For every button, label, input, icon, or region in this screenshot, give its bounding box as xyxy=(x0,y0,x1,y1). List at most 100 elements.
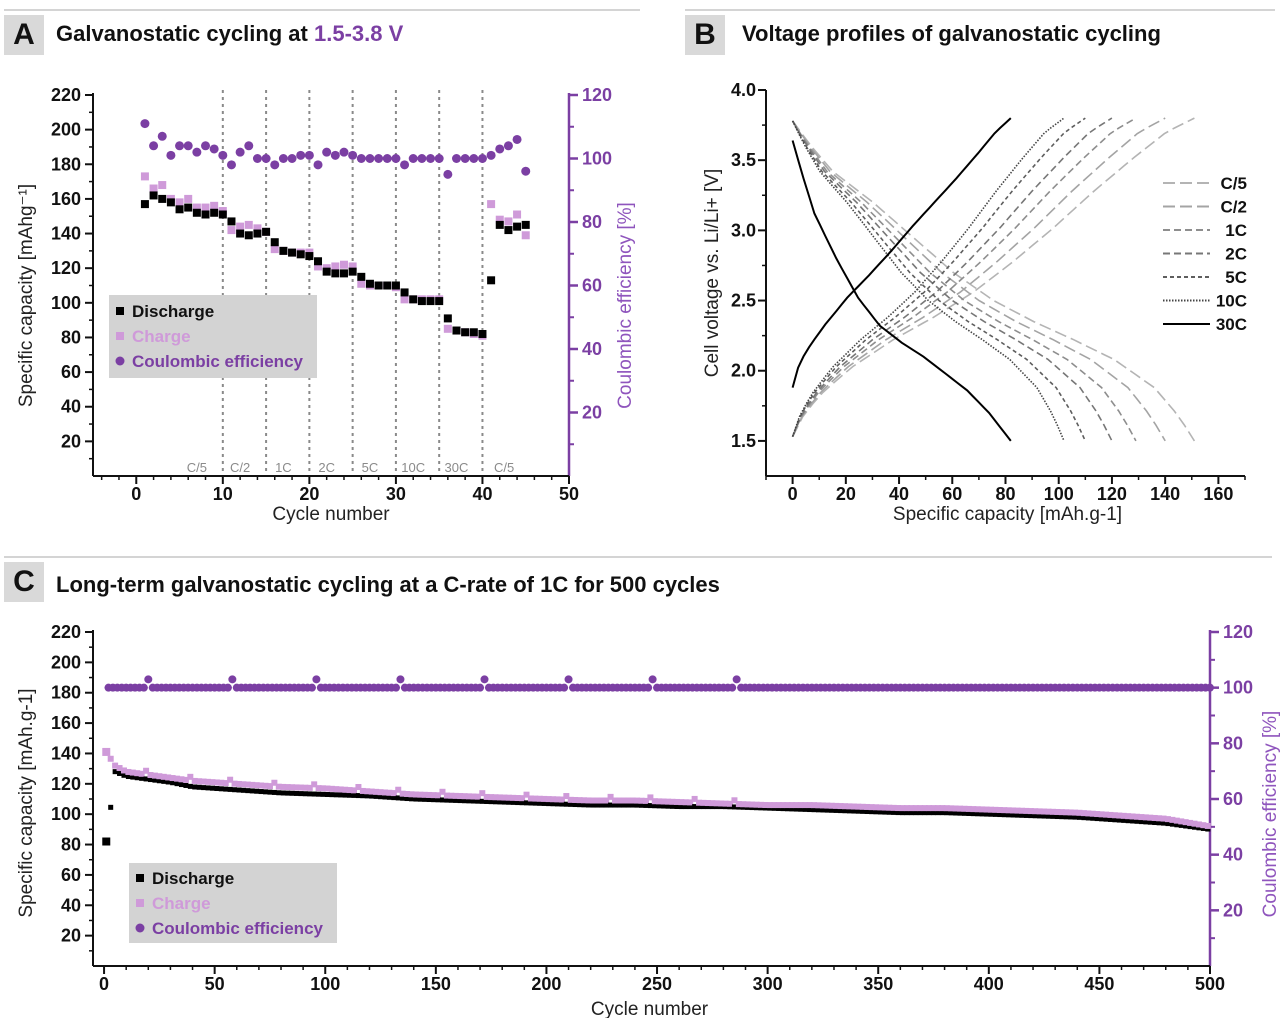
c-discharge-point xyxy=(546,801,552,807)
c-charge-point xyxy=(1049,808,1056,815)
c-charge-point xyxy=(160,773,167,780)
a-charge-point xyxy=(504,217,513,226)
c-charge-point xyxy=(1072,809,1079,816)
c-discharge-point xyxy=(125,774,131,780)
a-discharge-point xyxy=(461,328,470,337)
a-discharge-point xyxy=(452,326,461,335)
a-discharge-point xyxy=(417,297,426,306)
c-charge-point xyxy=(589,797,596,804)
c-charge-point xyxy=(324,785,331,792)
c-charge-point xyxy=(364,788,371,795)
c-discharge-point xyxy=(214,786,220,792)
a-discharge-point xyxy=(166,198,175,207)
c-charge-point xyxy=(151,772,158,779)
c-charge-point xyxy=(328,785,335,792)
c-charge-point xyxy=(952,805,959,812)
c-discharge-point xyxy=(683,804,689,810)
c-discharge-point xyxy=(1006,812,1012,818)
c-discharge-point xyxy=(218,786,224,792)
c-coulombic-point xyxy=(480,675,489,684)
c-discharge-point xyxy=(838,808,844,814)
c-charge-point xyxy=(572,796,579,803)
a-coulombic-point xyxy=(434,154,444,163)
c-discharge-point xyxy=(351,792,357,798)
a-charge-point xyxy=(270,245,279,254)
c-discharge-point xyxy=(395,795,401,801)
c-charge-point xyxy=(156,773,163,780)
c-discharge-point xyxy=(271,789,277,795)
c-x-tick-label: 400 xyxy=(974,974,1004,994)
c-charge-point xyxy=(943,805,950,812)
c-charge-point xyxy=(939,805,946,812)
c-discharge-point xyxy=(466,798,472,804)
c-discharge-point xyxy=(1063,814,1069,820)
c-charge-point xyxy=(811,802,818,809)
panel-b-title: Voltage profiles of galvanostatic cyclin… xyxy=(742,21,1161,46)
c-discharge-point xyxy=(519,800,525,806)
a-discharge-point xyxy=(140,200,149,209)
c-discharge-point xyxy=(316,791,322,797)
c-charge-point xyxy=(806,802,813,809)
c-discharge-point xyxy=(639,802,645,808)
a-charge-point xyxy=(487,200,496,209)
c-charge-point xyxy=(501,794,508,801)
c-charge-point xyxy=(457,793,464,800)
c-charge-point xyxy=(302,784,309,791)
c-charge-point xyxy=(594,797,601,804)
c-discharge-point xyxy=(829,807,835,813)
c-charge-point xyxy=(735,801,742,808)
c-discharge-point xyxy=(431,797,437,803)
a-y-tick-label: 160 xyxy=(51,189,81,209)
c-charge-point xyxy=(412,791,419,798)
a-discharge-point xyxy=(400,288,409,297)
c-discharge-point xyxy=(625,802,631,808)
c-discharge-point xyxy=(771,805,777,811)
b-curve-charge-5c xyxy=(791,117,1086,437)
c-discharge-point xyxy=(1032,813,1038,819)
c-y2-tick-label: 80 xyxy=(1223,733,1243,753)
a-discharge-point xyxy=(357,272,366,281)
c-discharge-point xyxy=(293,790,299,796)
c-discharge-point xyxy=(232,787,238,793)
c-charge-point xyxy=(1195,821,1202,828)
c-discharge-point xyxy=(1138,819,1144,825)
c-charge-point xyxy=(395,786,402,793)
c-discharge-point xyxy=(532,800,538,806)
c-coulombic-point xyxy=(312,675,321,684)
a-discharge-point xyxy=(348,267,357,276)
c-discharge-point xyxy=(877,809,883,815)
c-coulombic-point xyxy=(560,683,569,692)
c-discharge-point xyxy=(851,808,857,814)
c-discharge-point xyxy=(656,803,662,809)
c-charge-point xyxy=(492,794,499,801)
c-discharge-point xyxy=(161,778,167,784)
c-charge-point xyxy=(709,800,716,807)
c-charge-point xyxy=(1076,809,1083,816)
c-discharge-point xyxy=(369,793,375,799)
c-discharge-point xyxy=(479,798,485,804)
c-charge-point xyxy=(625,797,632,804)
c-charge-point xyxy=(125,768,132,775)
a-discharge-point xyxy=(201,210,210,219)
b-curve-charge-30c xyxy=(791,117,1012,388)
a-coulombic-point xyxy=(408,154,418,163)
c-discharge-point xyxy=(767,805,773,811)
c-discharge-point xyxy=(267,789,273,795)
c-y-tick-label: 160 xyxy=(51,713,81,733)
c-discharge-point xyxy=(939,810,945,816)
c-discharge-point xyxy=(240,787,246,793)
c-charge-point xyxy=(510,794,517,801)
c-charge-point xyxy=(262,782,269,789)
c-charge-point xyxy=(311,781,318,788)
c-legend-marker xyxy=(135,923,145,933)
b-curve-discharge-2c xyxy=(791,120,1113,442)
c-discharge-point xyxy=(1046,813,1052,819)
c-charge-point xyxy=(1063,809,1070,816)
c-charge-point xyxy=(435,792,442,799)
c-discharge-point xyxy=(581,802,587,808)
c-discharge-point xyxy=(448,797,454,803)
c-discharge-point xyxy=(647,803,653,809)
c-discharge-point xyxy=(355,793,361,799)
c-discharge-point xyxy=(1085,815,1091,821)
c-discharge-point xyxy=(1054,814,1060,820)
